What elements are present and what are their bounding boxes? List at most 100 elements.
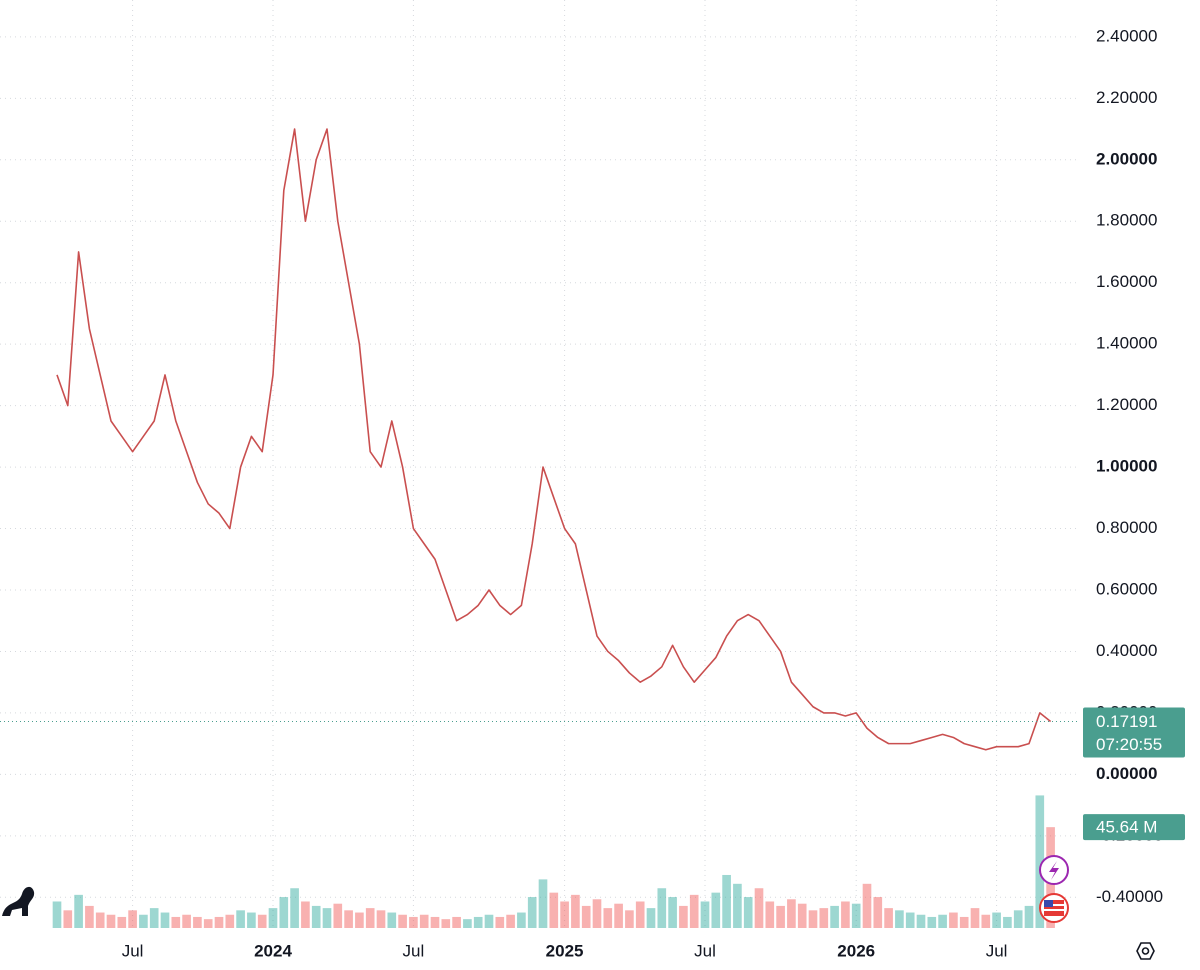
grid-layer <box>0 0 1080 928</box>
volume-bar <box>884 908 893 928</box>
price-tag <box>1083 707 1185 758</box>
volume-bar <box>322 908 332 928</box>
volume-bar <box>333 903 343 928</box>
volume-bar <box>614 903 623 928</box>
volume-bar <box>506 914 515 928</box>
volume-bar <box>495 916 505 928</box>
volume-bar <box>171 916 181 928</box>
volume-bar <box>117 916 127 928</box>
volume-bar <box>560 901 569 928</box>
volume-bar <box>830 905 839 928</box>
volume-tag <box>1083 814 1185 841</box>
y-tick-label: 1.20000 <box>1096 395 1157 414</box>
y-tick-label: 1.80000 <box>1096 211 1157 230</box>
volume-bar <box>808 910 818 928</box>
volume-bar <box>679 905 688 928</box>
x-tick-label: 2025 <box>546 941 584 960</box>
volume-bar <box>851 903 861 928</box>
volume-bar <box>992 912 1001 928</box>
volume-bar <box>311 905 321 928</box>
volume-bar <box>873 897 883 928</box>
volume-bar <box>430 916 440 928</box>
volume-bar <box>841 901 850 928</box>
settings-icon[interactable] <box>1136 942 1155 960</box>
price-tag-value: 0.17191 <box>1096 712 1157 731</box>
volume-bar <box>538 879 548 928</box>
volume-bar <box>257 914 267 928</box>
volume-bar <box>625 910 634 928</box>
volume-bar <box>1024 905 1034 928</box>
volume-bar <box>463 919 472 928</box>
y-tick-label: -0.40000 <box>1096 887 1163 906</box>
x-tick-label: 2024 <box>254 941 292 960</box>
volume-bar <box>1013 910 1023 928</box>
volume-bar <box>949 912 958 928</box>
events-icon[interactable] <box>1039 855 1069 885</box>
volume-bar <box>711 892 721 928</box>
volume-bar <box>581 905 591 928</box>
x-tick-label: Jul <box>694 941 716 960</box>
price-layer <box>0 128 1080 751</box>
volume-bar <box>387 912 397 928</box>
volume-bar <box>279 897 289 928</box>
volume-bar <box>128 910 137 928</box>
y-tick-label: 1.00000 <box>1096 457 1157 476</box>
volume-bar <box>797 903 807 928</box>
volume-bar <box>700 901 710 928</box>
volume-bar <box>571 894 580 928</box>
volume-bar <box>787 899 796 928</box>
volume-layer <box>52 795 1055 928</box>
volume-bar <box>527 897 537 928</box>
volume-bar <box>355 912 364 928</box>
volume-bar <box>182 914 191 928</box>
volume-bar <box>74 894 83 928</box>
volume-bar <box>1035 795 1045 928</box>
volume-bar <box>441 919 451 928</box>
volume-bar <box>203 919 213 928</box>
volume-bar <box>905 912 915 928</box>
countdown: 07:20:55 <box>1096 735 1162 754</box>
volume-bar <box>743 897 753 928</box>
x-tick-label: Jul <box>403 941 425 960</box>
volume-bar <box>106 914 116 928</box>
volume-bar <box>193 916 202 928</box>
volume-bar <box>1003 916 1012 928</box>
volume-bar <box>409 916 418 928</box>
volume-bar <box>85 905 94 928</box>
volume-bar <box>95 912 105 928</box>
volume-bar <box>376 910 386 928</box>
volume-bar <box>819 908 829 928</box>
y-tick-label: 1.60000 <box>1096 272 1157 291</box>
volume-bar <box>247 912 256 928</box>
axis-layer: -0.40000-0.200000.000000.200000.400000.6… <box>122 26 1185 960</box>
logo <box>2 886 35 916</box>
x-tick-label: Jul <box>122 941 144 960</box>
volume-bar <box>722 874 731 928</box>
y-tick-label: 0.40000 <box>1096 641 1157 660</box>
volume-bar <box>290 888 299 928</box>
volume-bar <box>927 916 937 928</box>
volume-bar <box>635 901 645 928</box>
volume-bar <box>452 916 461 928</box>
volume-bar <box>160 912 170 928</box>
volume-bar <box>970 908 980 928</box>
y-tick-label: 0.60000 <box>1096 579 1157 598</box>
volume-bar <box>301 901 310 928</box>
flag-icon[interactable] <box>1039 893 1069 923</box>
x-tick-label: Jul <box>986 941 1008 960</box>
volume-bar <box>344 910 353 928</box>
volume-bar <box>236 910 245 928</box>
y-tick-label: 2.00000 <box>1096 149 1157 168</box>
volume-bar <box>646 908 656 928</box>
volume-bar <box>268 908 278 928</box>
volume-bar <box>63 910 73 928</box>
volume-bar <box>733 883 742 928</box>
x-tick-label: 2026 <box>837 941 875 960</box>
y-tick-label: 2.20000 <box>1096 88 1157 107</box>
y-tick-label: 0.80000 <box>1096 518 1157 537</box>
volume-bar <box>754 888 764 928</box>
volume-bar <box>214 916 224 928</box>
volume-bar <box>484 914 494 928</box>
volume-bar <box>938 914 947 928</box>
